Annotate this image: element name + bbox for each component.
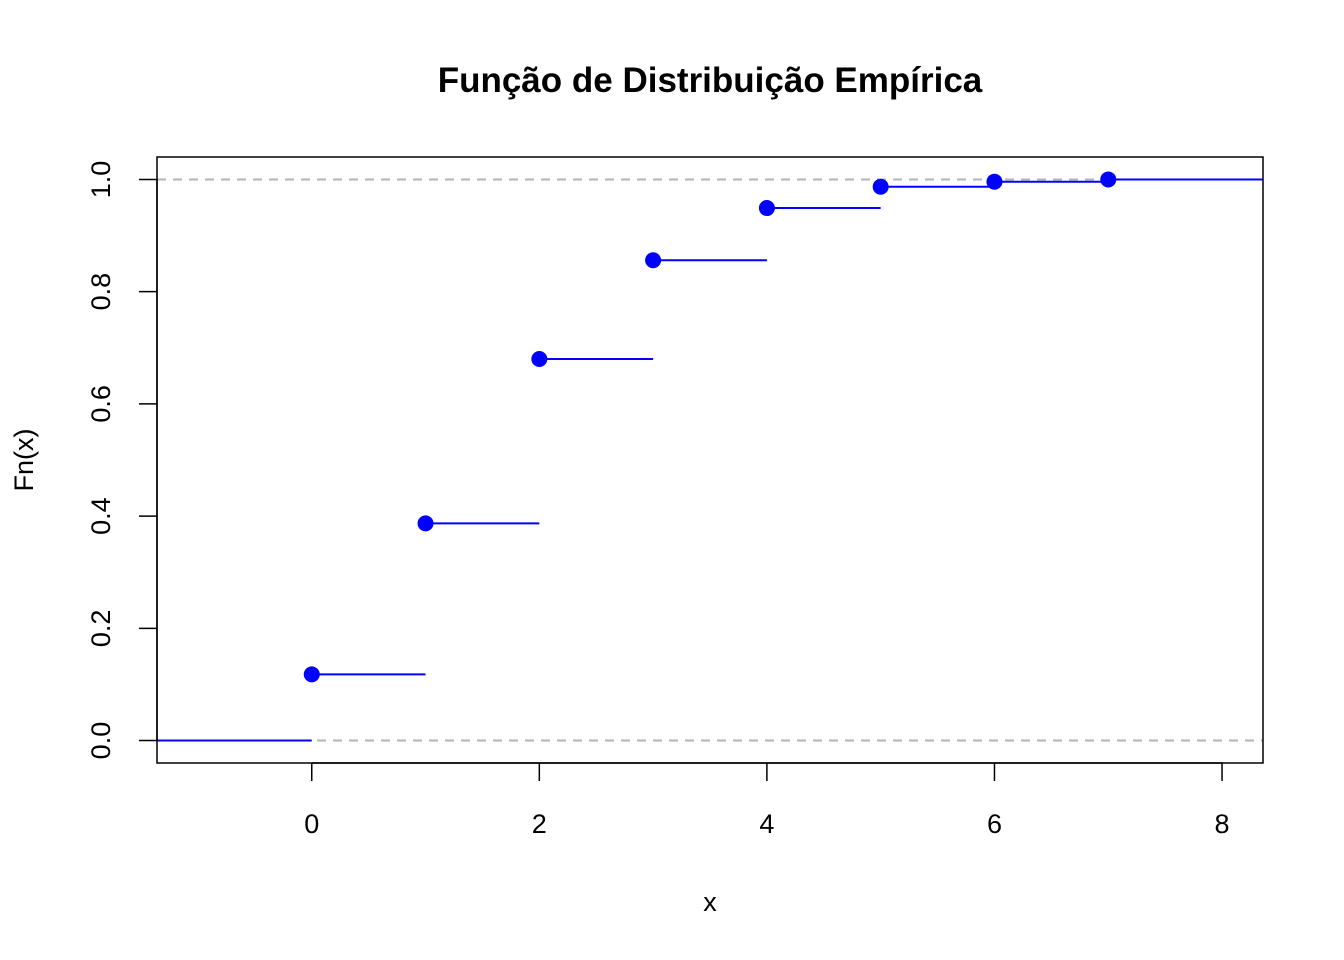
- x-tick-label: 2: [532, 809, 547, 839]
- y-tick-label: 1.0: [86, 161, 116, 199]
- y-tick-label: 0.8: [86, 273, 116, 311]
- step-points: [303, 171, 1117, 683]
- y-tick-label: 0.6: [86, 385, 116, 423]
- x-tick-label: 4: [759, 809, 774, 839]
- plot-frame: [156, 156, 1264, 764]
- x-axis-label: x: [703, 887, 717, 917]
- step-point: [872, 178, 889, 195]
- step-segments: [157, 178, 1263, 742]
- step-point: [986, 173, 1003, 190]
- chart-title: Função de Distribuição Empírica: [438, 61, 983, 100]
- step-point: [531, 351, 548, 367]
- step-point: [758, 200, 775, 217]
- y-tick-label: 0.0: [86, 722, 116, 760]
- y-axis-label: Fn(x): [9, 429, 39, 492]
- step-point: [1100, 171, 1117, 188]
- step-point: [303, 666, 320, 683]
- step-point: [417, 515, 434, 532]
- y-tick-label: 0.4: [86, 497, 116, 535]
- x-tick-label: 6: [987, 809, 1002, 839]
- y-tick-label: 0.2: [86, 610, 116, 648]
- x-tick-label: 8: [1215, 809, 1230, 839]
- x-tick-label: 0: [304, 809, 319, 839]
- y-axis: 0.0 0.2 0.4 0.6 0.8 1.0: [86, 161, 158, 760]
- reference-lines: [157, 178, 1263, 742]
- x-axis: 0 2 4 6 8: [304, 762, 1230, 839]
- step-point: [645, 252, 662, 269]
